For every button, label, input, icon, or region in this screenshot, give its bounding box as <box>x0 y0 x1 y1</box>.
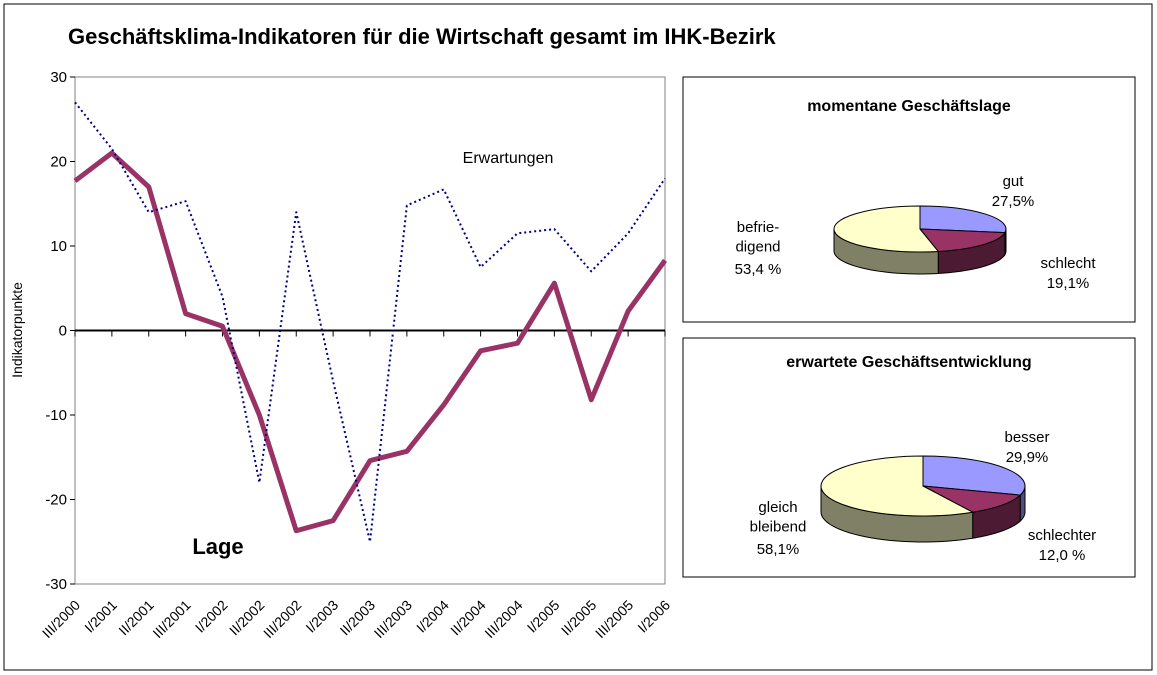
pie-value-label: 27,5% <box>992 193 1035 210</box>
pie-title: erwartete Geschäftsentwicklung <box>786 354 1031 371</box>
y-tick-label: 20 <box>50 154 67 171</box>
y-tick-label: -10 <box>45 407 67 424</box>
y-tick-label: -20 <box>45 492 67 509</box>
pie-label: schlechter <box>1028 527 1096 544</box>
pie-title: momentane Geschäftslage <box>807 98 1011 115</box>
y-axis-label: Indikatorpunkte <box>9 282 25 378</box>
pie-label: besser <box>1004 429 1049 446</box>
pie-value-label: 19,1% <box>1047 275 1090 292</box>
y-tick-label: 0 <box>59 323 67 340</box>
pie-box <box>682 76 1136 323</box>
pie-value-label: 29,9% <box>1006 449 1049 466</box>
pie-slice <box>833 205 940 253</box>
pie-label: schlecht <box>1040 255 1096 272</box>
pie-label: befrie-digend <box>735 219 780 256</box>
pie-slice <box>922 455 1026 496</box>
series-line <box>73 150 668 534</box>
pie-slice <box>918 228 1006 252</box>
pie-value-label: 58,1% <box>757 541 800 558</box>
y-tick-label: 10 <box>50 238 67 255</box>
pie-label: gut <box>1003 173 1025 190</box>
pie-value-label: 12,0 % <box>1039 547 1086 564</box>
pie-label: gleich bleibend <box>750 499 807 536</box>
series-annotation: Lage <box>192 534 243 559</box>
pie-slice <box>820 455 975 517</box>
pie-value-label: 53,4 % <box>735 261 782 278</box>
pie-slice <box>922 485 1022 513</box>
y-tick-label: -30 <box>45 576 67 593</box>
series-annotation: Erwartungen <box>463 150 554 167</box>
y-tick-label: 30 <box>50 69 67 86</box>
chart-title: Geschäftsklima-Indikatoren für die Wirts… <box>68 24 776 49</box>
pie-slice <box>919 205 1007 234</box>
